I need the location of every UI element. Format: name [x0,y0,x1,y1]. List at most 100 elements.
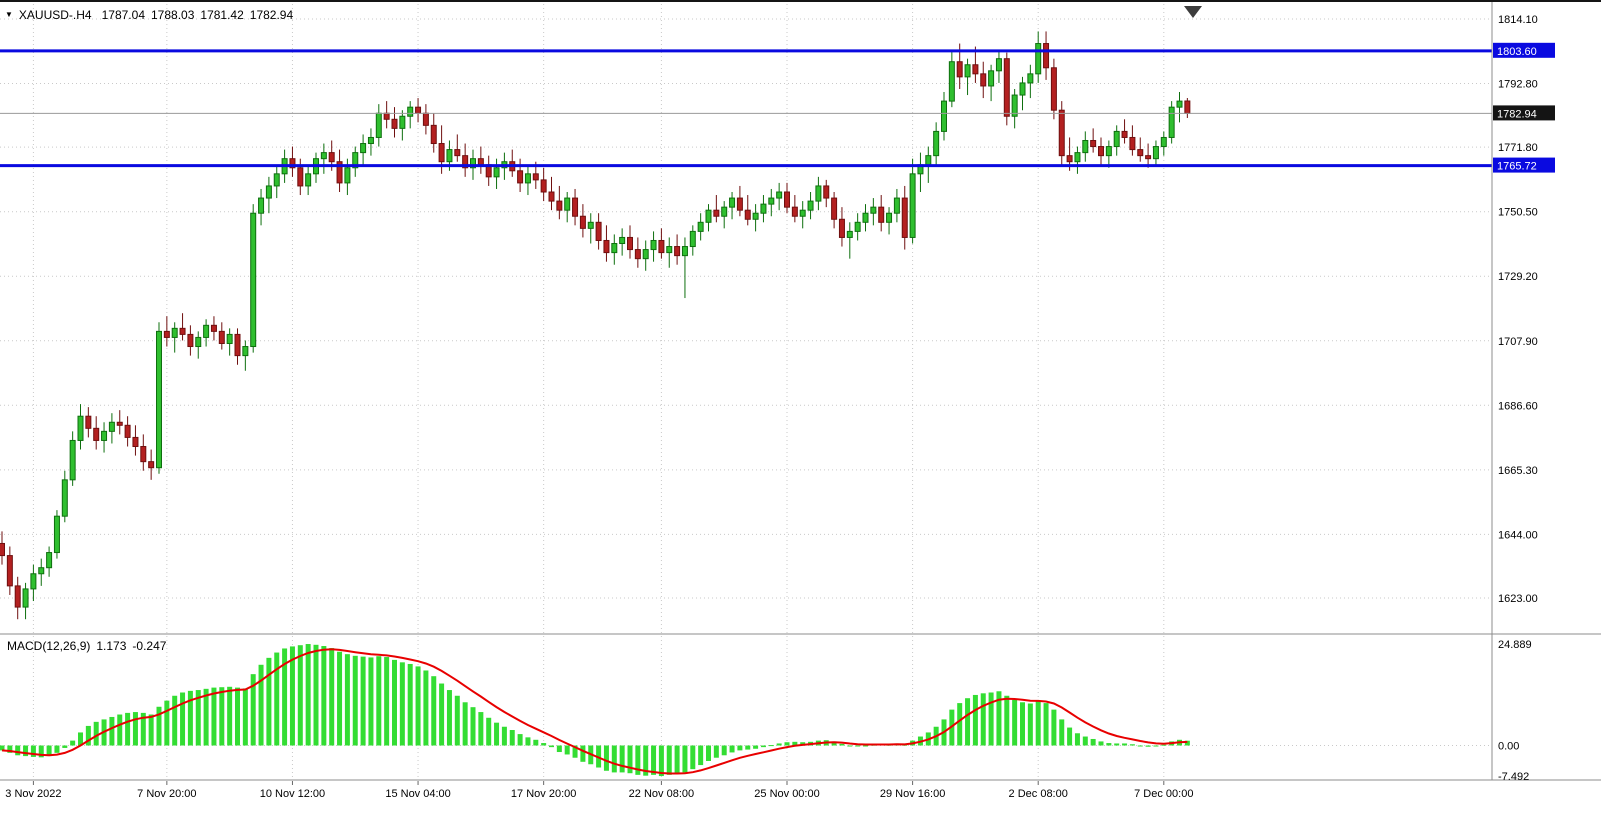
macd-histogram-bar [384,657,390,746]
chart-shift-marker-icon [1184,6,1202,18]
candle-body [156,330,162,469]
current-price-tag [1493,105,1555,121]
macd-histogram-bar [1184,740,1190,746]
macd-histogram-bar [117,714,123,746]
macd-histogram-bar [211,687,217,746]
candle-body [454,149,461,157]
candle-body [721,206,728,217]
macd-histogram-bar [533,739,539,746]
macd-histogram-bar [407,663,413,746]
macd-histogram-bar [368,657,374,746]
candle-body [988,70,995,87]
macd-histogram-bar [564,745,570,755]
current-price-tag-label: 1782.94 [1497,108,1537,120]
candle-body [627,236,633,251]
macd-histogram-bar [635,745,641,775]
macd-histogram-bar [235,687,240,746]
price-axis-label: 1729.20 [1498,271,1538,283]
candle-body [1184,100,1191,114]
candle-body [1050,67,1057,111]
macd-histogram-bar [30,745,36,757]
macd-histogram-bar [470,707,476,746]
macd-histogram-bar [1153,745,1159,747]
ohlc-open-value: 1787.04 [101,8,145,22]
candle-body [352,152,359,169]
candle-body [1035,43,1042,75]
candle-body [477,158,484,166]
macd-histogram-bar [1090,738,1096,746]
candle-body [807,200,814,211]
candle-body [524,173,531,184]
time-axis[interactable] [0,781,1601,827]
candle-body [760,203,767,214]
macd-histogram-bar [776,743,782,746]
macd-histogram-bar [7,745,13,753]
macd-histogram-bar [1059,719,1065,746]
macd-histogram-bar [792,741,798,746]
macd-histogram-bar [1035,701,1041,746]
macd-histogram-bar [0,745,5,751]
candle-body [1137,149,1144,157]
candle-body [6,555,13,587]
quick-trade-arrow-icon[interactable]: ▼ [5,10,13,19]
candle-body [878,206,885,223]
candle-body [1027,73,1034,84]
macd-histogram-bar [38,745,44,758]
candle-body [30,573,37,590]
candle-body [838,218,845,238]
candle-body [634,249,641,260]
macd-histogram-bar [329,648,335,746]
candle-body [273,173,280,187]
macd-histogram-bar [972,694,978,746]
candle-body [462,155,469,169]
macd-histogram-bar [180,692,186,746]
candle-body [658,239,665,254]
candle-body [540,179,547,193]
time-axis-label: 25 Nov 00:00 [754,788,819,800]
macd-histogram-bar [651,745,657,775]
candle-body [1011,94,1018,117]
macd-histogram-bar [643,745,649,776]
macd-histogram-bar [203,688,209,746]
candle-body [234,333,241,357]
candle-body [556,200,563,211]
candle-body [69,439,76,481]
candle-body [438,143,445,163]
candle-body [265,185,272,199]
candle-body [116,421,123,426]
price-axis-label: 1686.60 [1498,400,1538,412]
time-axis-label: 17 Nov 20:00 [511,788,576,800]
price-axis-label: 1644.00 [1498,529,1538,541]
price-axis-label: 1707.90 [1498,336,1538,348]
macd-histogram-bar [1051,709,1057,746]
candle-body [666,246,673,254]
macd-histogram-bar [1067,727,1073,746]
candle-body [289,158,296,169]
macd-histogram-bar [1106,743,1112,746]
candle-body [46,552,53,569]
candle-body [399,115,406,129]
macd-histogram-bar [1122,743,1128,746]
macd-axis-label: 24.889 [1498,639,1532,651]
candle-body [689,230,696,248]
price-axis-label: 1814.10 [1498,14,1538,26]
candle-body [391,118,398,129]
time-axis-label: 2 Dec 08:00 [1009,788,1068,800]
candle-body [1105,146,1112,157]
macd-histogram-bar [1074,733,1080,746]
candle-body [140,446,147,463]
macd-histogram-bar [148,714,154,746]
candle-body [422,112,429,126]
candle-body [179,327,186,335]
macd-histogram-bar [1027,703,1033,746]
macd-histogram-bar [305,644,311,746]
macd-histogram-bar [62,745,68,748]
macd-histogram-bar [509,730,515,746]
price-axis[interactable] [1493,2,1601,780]
candle-body [470,158,476,169]
macd-histogram-bar [768,745,774,747]
time-axis-label: 7 Nov 20:00 [137,788,196,800]
candle-body [815,185,822,202]
macd-histogram-bar [501,726,507,746]
